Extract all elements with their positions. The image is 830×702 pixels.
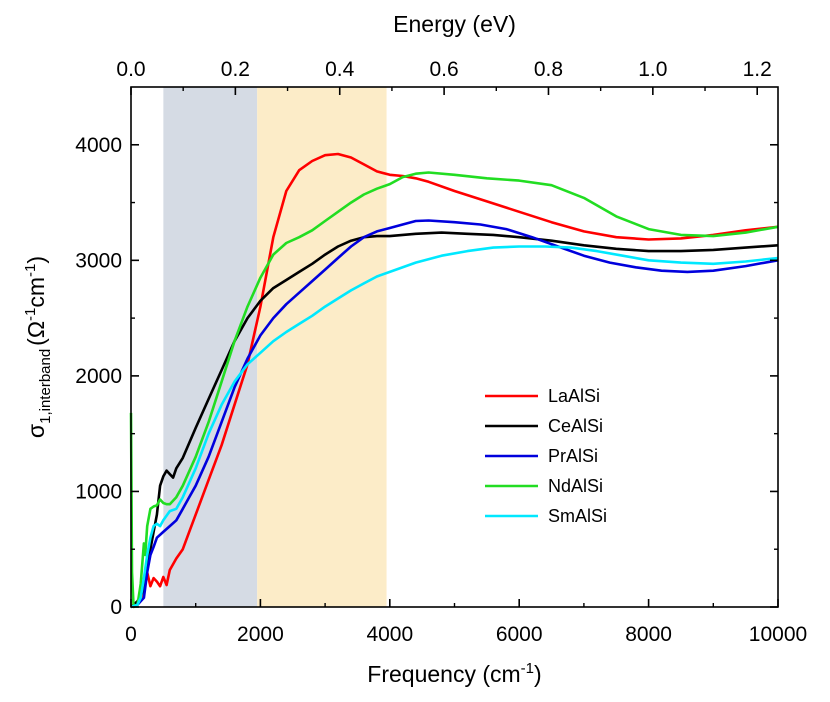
legend: LaAlSi CeAlSi PrAlSi NdAlSi SmAlSi <box>485 386 607 526</box>
top-axis-title: Energy (eV) <box>393 11 516 37</box>
left-axis: 0 1000 2000 3000 4000 <box>75 134 139 619</box>
y-tick-label: 1000 <box>75 480 122 503</box>
top-tick-label: 0.6 <box>430 58 459 81</box>
x-axis-title-end: ) <box>534 661 542 687</box>
right-axis <box>770 143 778 608</box>
series-line-pralsi <box>130 219 779 609</box>
x-axis-title: Frequency (cm-1) <box>367 660 541 687</box>
x-axis-title-main: Frequency (cm <box>367 661 520 687</box>
x-tick-label: 10000 <box>749 623 807 646</box>
bottom-axis: 0 2000 4000 6000 8000 10000 <box>125 599 807 646</box>
y-axis-title-sub: 1,interband <box>37 349 54 424</box>
shaded-region-2 <box>257 87 387 607</box>
x-tick-label: 0 <box>125 623 137 646</box>
y-tick-label: 3000 <box>75 249 122 272</box>
y-tick-label: 0 <box>110 596 122 619</box>
y-axis-title: σ1,interband(Ω-1cm-1) <box>22 256 54 438</box>
x-tick-label: 4000 <box>366 623 413 646</box>
y-axis-title-sigma: σ <box>23 424 49 438</box>
top-axis: 0.0 0.2 0.4 0.6 0.8 1.0 1.2 <box>116 58 772 95</box>
y-tick-label: 2000 <box>75 365 122 388</box>
shaded-region-1 <box>163 87 258 607</box>
top-tick-label: 0.8 <box>534 58 563 81</box>
legend-label-ndalsi: NdAlSi <box>548 476 603 496</box>
y-axis-title-sup1: -1 <box>22 308 39 321</box>
series-line-smalsi <box>130 245 779 609</box>
x-tick-label: 2000 <box>237 623 284 646</box>
y-axis-title-cm: cm <box>23 277 49 308</box>
legend-label-laalsi: LaAlSi <box>548 386 600 406</box>
top-tick-label: 0.2 <box>221 58 250 81</box>
x-tick-label: 8000 <box>625 623 672 646</box>
legend-label-pralsi: PrAlSi <box>548 446 598 466</box>
top-tick-label: 1.2 <box>743 58 772 81</box>
x-tick-label: 6000 <box>496 623 543 646</box>
shaded-regions <box>163 87 387 607</box>
x-axis-title-sup: -1 <box>521 660 534 677</box>
y-axis-title-units: (Ω <box>23 321 49 346</box>
series-line-ndalsi <box>129 171 779 609</box>
top-tick-label: 0.4 <box>325 58 355 81</box>
y-axis-title-end: ) <box>23 256 49 264</box>
top-tick-label: 0.0 <box>116 58 145 81</box>
series-line-laalsi <box>130 152 779 609</box>
y-tick-label: 4000 <box>75 134 122 157</box>
legend-label-smalsi: SmAlSi <box>548 506 607 526</box>
top-tick-label: 1.0 <box>638 58 667 81</box>
series-lines <box>129 152 779 609</box>
legend-label-cealsi: CeAlSi <box>548 416 603 436</box>
y-axis-title-sup2: -1 <box>22 264 39 277</box>
series-line-cealsi <box>130 231 779 608</box>
